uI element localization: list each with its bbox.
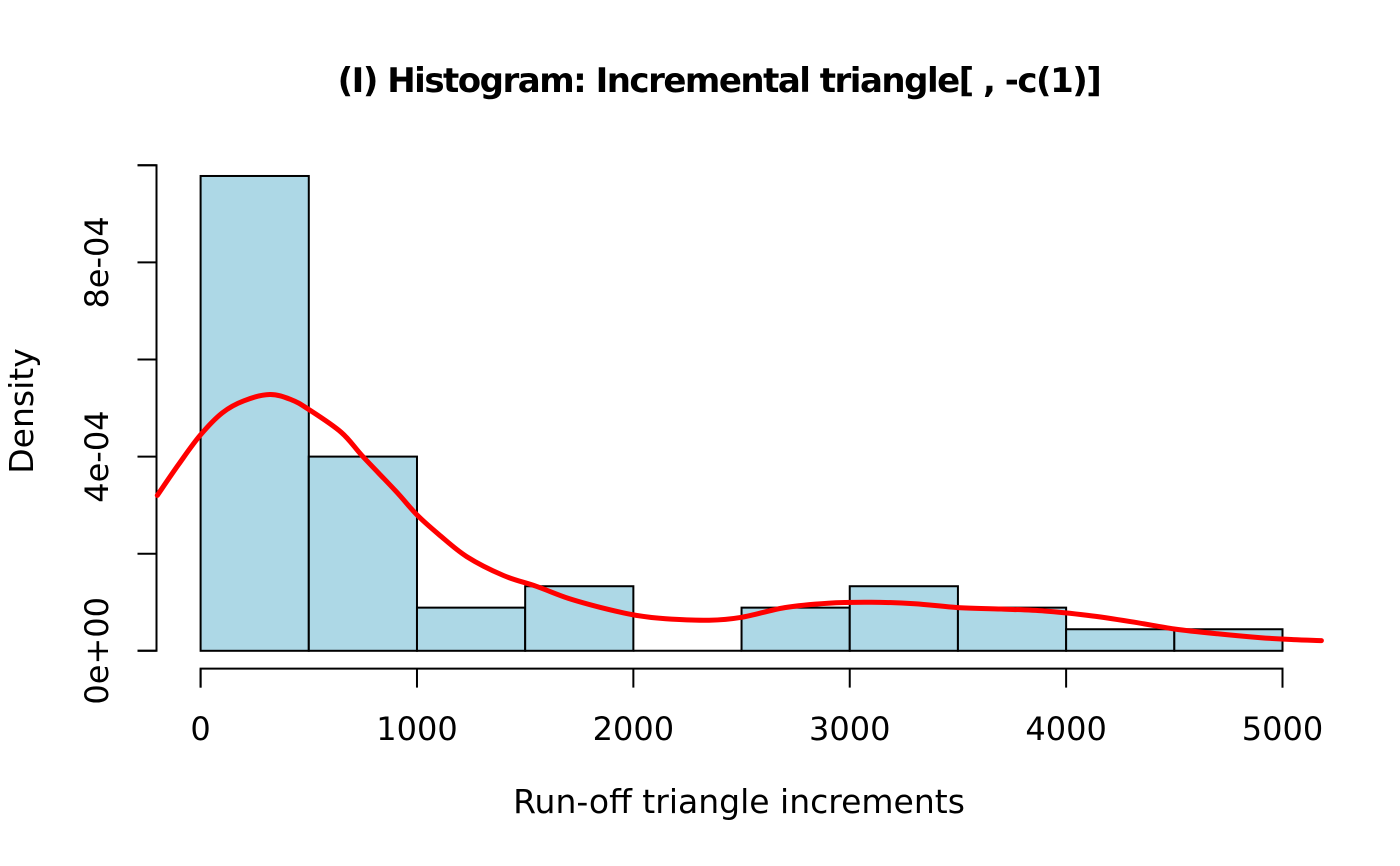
x-tick-label: 0 <box>190 710 210 748</box>
x-tick-label: 2000 <box>593 710 674 748</box>
chart-title: (I) Histogram: Incremental triangle[ , -… <box>338 61 1101 101</box>
histogram-bar <box>1065 628 1176 652</box>
y-tick-label: 4e-04 <box>78 410 116 502</box>
x-tick-label: 1000 <box>376 710 457 748</box>
y-tick-label: 0e+00 <box>78 597 116 705</box>
x-axis-label: Run-off triangle increments <box>513 782 965 821</box>
histogram-bar <box>524 585 635 652</box>
x-tick-label: 3000 <box>809 710 890 748</box>
plot-area: 0e+00 4e-04 8e-04 0 1000 2000 3000 4000 5000 <box>78 164 1324 748</box>
histogram-bar <box>848 585 959 652</box>
density-curve <box>154 392 1324 644</box>
histogram-bar <box>956 606 1068 652</box>
y-axis <box>137 164 158 652</box>
histogram-bar <box>199 174 310 652</box>
y-tick-label: 8e-04 <box>78 216 116 308</box>
x-axis <box>199 667 1284 688</box>
x-tick-label: 5000 <box>1242 710 1323 748</box>
histogram-bar <box>415 606 527 652</box>
y-axis-label: Density <box>2 348 41 473</box>
histogram-bar <box>307 455 418 652</box>
x-tick-label: 4000 <box>1025 710 1106 748</box>
